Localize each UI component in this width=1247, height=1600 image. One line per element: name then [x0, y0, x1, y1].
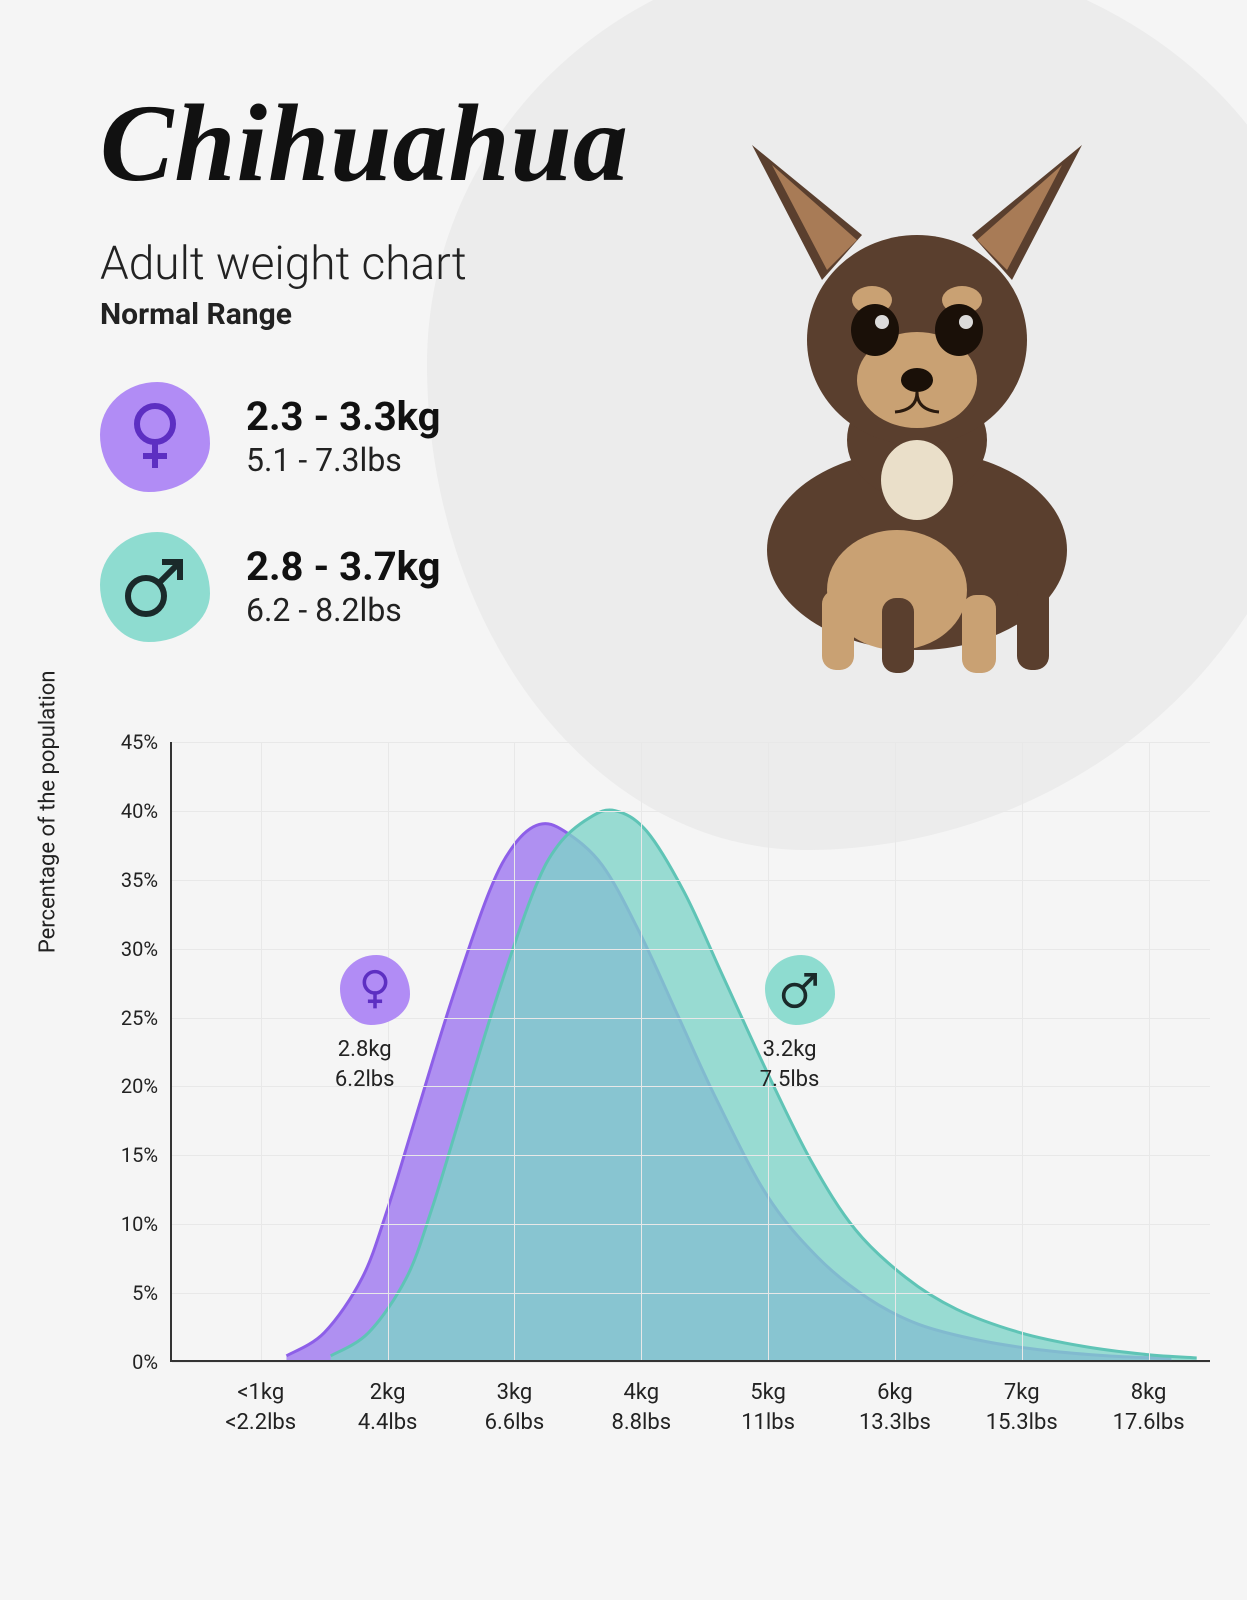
chart-curves: [172, 742, 1210, 1360]
grid-v: [641, 742, 642, 1360]
female-chart-label: 2.8kg6.2lbs: [335, 1035, 395, 1094]
y-tick-label: 20%: [121, 1074, 158, 1098]
male-icon: [780, 970, 820, 1010]
grid-v: [895, 742, 896, 1360]
male-chart-badge: [765, 955, 835, 1025]
badge-shape: [340, 955, 410, 1025]
female-kg: 2.3 - 3.3kg: [246, 394, 440, 440]
x-tick-label: 5kg11lbs: [741, 1378, 795, 1437]
grid-h: [172, 742, 1210, 743]
female-icon: [128, 402, 182, 472]
grid-h: [172, 949, 1210, 950]
male-chart-label: 3.2kg7.5lbs: [760, 1035, 820, 1094]
y-tick-label: 45%: [121, 730, 158, 754]
x-tick-label: 2kg4.4lbs: [358, 1378, 418, 1437]
x-tick-label: 7kg15.3lbs: [986, 1378, 1058, 1437]
y-tick-label: 15%: [121, 1143, 158, 1167]
y-tick-label: 35%: [121, 868, 158, 892]
male-badge: [100, 532, 210, 642]
grid-h: [172, 1293, 1210, 1294]
x-tick-label: 4kg8.8lbs: [611, 1378, 671, 1437]
y-tick-label: 40%: [121, 799, 158, 823]
x-tick-label: <1kg<2.2lbs: [225, 1378, 296, 1437]
male-badge-shape: [100, 532, 210, 642]
grid-h: [172, 1155, 1210, 1156]
distribution-chart: 0%5%10%15%20%25%30%35%40%45%<1kg<2.2lbs2…: [170, 742, 1210, 1362]
female-weight-text: 2.3 - 3.3kg 5.1 - 7.3lbs: [246, 394, 440, 480]
y-tick-label: 0%: [132, 1350, 158, 1374]
grid-h: [172, 811, 1210, 812]
grid-h: [172, 1086, 1210, 1087]
female-chart-badge: [340, 955, 410, 1025]
female-icon: [359, 969, 391, 1011]
grid-v: [514, 742, 515, 1360]
grid-v: [1022, 742, 1023, 1360]
y-tick-label: 25%: [121, 1006, 158, 1030]
y-tick-label: 5%: [132, 1281, 158, 1305]
chart-wrap: Percentage of the population 0%5%10%15%2…: [100, 742, 1147, 1422]
main-content: Chihuahua Adult weight chart Normal Rang…: [0, 0, 1247, 1462]
female-badge-shape: [100, 382, 210, 492]
y-tick-label: 10%: [121, 1212, 158, 1236]
grid-h: [172, 1224, 1210, 1225]
x-tick-label: 8kg17.6lbs: [1113, 1378, 1185, 1437]
x-tick-label: 6kg13.3lbs: [859, 1378, 931, 1437]
female-badge: [100, 382, 210, 492]
badge-shape: [765, 955, 835, 1025]
grid-h: [172, 1362, 1210, 1363]
male-weight-text: 2.8 - 3.7kg 6.2 - 8.2lbs: [246, 544, 440, 630]
male-kg: 2.8 - 3.7kg: [246, 544, 440, 590]
grid-v: [1149, 742, 1150, 1360]
grid-h: [172, 880, 1210, 881]
dog-photo: [677, 120, 1157, 680]
grid-v: [261, 742, 262, 1360]
female-lbs: 5.1 - 7.3lbs: [246, 440, 440, 480]
male-lbs: 6.2 - 8.2lbs: [246, 590, 440, 630]
male-icon: [122, 554, 188, 620]
y-tick-label: 30%: [121, 937, 158, 961]
grid-h: [172, 1018, 1210, 1019]
x-tick-label: 3kg6.6lbs: [485, 1378, 545, 1437]
y-axis-label: Percentage of the population: [36, 670, 61, 953]
